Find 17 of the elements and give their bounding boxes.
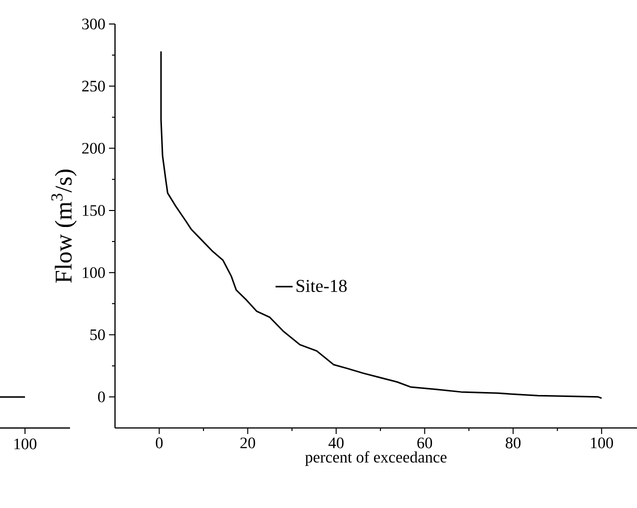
x-tick-label: 80	[506, 438, 521, 448]
x-tick-label: 0	[156, 438, 163, 448]
y-tick-label: 200	[82, 142, 105, 154]
y-tick-label: 100	[82, 267, 105, 278]
x-tick-label: 40	[328, 438, 344, 448]
x-axis-title: percent of exceedance	[305, 451, 447, 466]
y-tick-label: 0	[98, 392, 105, 402]
y-tick-label: 150	[82, 205, 105, 216]
y-tick-label: 50	[90, 329, 105, 340]
x-tick-label: 60	[417, 438, 432, 448]
x-tick-label: 100	[591, 438, 613, 448]
x-tick-label: 20	[240, 438, 256, 448]
y-tick-label: 250	[82, 80, 105, 92]
legend-label: Site-18	[296, 280, 347, 292]
line-series	[160, 50, 602, 399]
y-tick-label: 300	[82, 18, 105, 30]
y-axis-title: Flow (m$^{3}$/s)	[51, 170, 77, 283]
